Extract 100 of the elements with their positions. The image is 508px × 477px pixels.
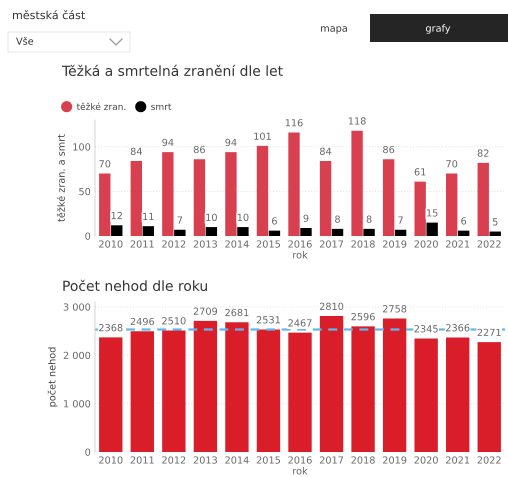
data-label: 12 xyxy=(112,212,122,220)
data-label: 2345 xyxy=(414,325,438,332)
bar xyxy=(426,222,438,236)
x-tick-label: 2017 xyxy=(320,456,344,464)
data-label: 10 xyxy=(238,214,248,222)
bar xyxy=(351,326,375,452)
chart-title: Těžká a smrtelná zranění dle let xyxy=(62,64,283,76)
x-tick-label: 2020 xyxy=(414,240,438,248)
x-tick-label: 2015 xyxy=(256,456,280,464)
bar xyxy=(394,230,406,236)
x-tick-label: 2021 xyxy=(446,240,470,248)
bar xyxy=(332,228,344,236)
bar xyxy=(458,230,470,236)
x-tick-label: 2016 xyxy=(288,456,312,464)
bar xyxy=(99,174,110,236)
text: městská část xyxy=(13,10,85,20)
data-label: 2681 xyxy=(225,308,248,316)
bar xyxy=(320,316,344,452)
text: mapa xyxy=(321,26,347,34)
legend-label: těžké zran. xyxy=(76,102,126,110)
data-label: 94 xyxy=(162,138,174,146)
bar xyxy=(225,322,249,452)
text: Vše xyxy=(16,36,34,45)
data-label: 15 xyxy=(427,209,438,217)
data-label: 101 xyxy=(254,132,271,140)
data-label: 2810 xyxy=(320,302,344,310)
legend-label: smrt xyxy=(151,104,172,110)
bar xyxy=(174,230,186,236)
x-tick-label: 2012 xyxy=(162,456,186,464)
bar xyxy=(300,228,312,236)
data-label: 2467 xyxy=(288,319,312,327)
x-tick-label: 2010 xyxy=(99,240,122,248)
bar xyxy=(478,162,489,236)
data-label: 84 xyxy=(130,148,142,155)
data-label: 10 xyxy=(206,214,217,222)
data-label: 116 xyxy=(286,119,303,126)
bar xyxy=(351,130,363,236)
y-tick-label: 3 000 xyxy=(64,303,90,311)
data-label: 86 xyxy=(383,146,394,154)
data-label: 86 xyxy=(194,146,205,154)
data-label: 118 xyxy=(348,117,366,125)
bar xyxy=(414,338,438,452)
bar xyxy=(268,230,280,236)
bar xyxy=(320,161,332,236)
x-tick-label: 2014 xyxy=(225,240,249,248)
bar xyxy=(382,318,406,452)
y-tick-label: 0 xyxy=(85,448,90,456)
bar xyxy=(162,330,186,452)
x-tick-label: 2020 xyxy=(414,456,438,464)
x-tick-label: 2018 xyxy=(351,456,375,464)
bar xyxy=(237,227,249,236)
x-axis-title: rok xyxy=(293,466,308,474)
x-tick-label: 2021 xyxy=(446,456,470,464)
x-tick-label: 2022 xyxy=(478,456,501,464)
bar xyxy=(111,225,122,236)
bar xyxy=(194,159,206,236)
x-tick-label: 2017 xyxy=(320,240,344,248)
x-tick-label: 2016 xyxy=(288,240,312,248)
bar xyxy=(478,342,501,452)
data-label: 9 xyxy=(304,214,308,222)
bar xyxy=(194,320,218,452)
x-tick-label: 2015 xyxy=(256,240,280,248)
x-tick-label: 2011 xyxy=(130,456,154,464)
bar xyxy=(130,161,142,236)
x-tick-label: 2011 xyxy=(130,240,154,248)
x-axis-title: rok xyxy=(293,250,308,258)
data-label: 2496 xyxy=(130,318,154,326)
bar xyxy=(288,332,312,452)
bar xyxy=(206,227,218,236)
chart-title: Počet nehod dle roku xyxy=(63,280,207,292)
data-label: 61 xyxy=(414,168,426,176)
data-label: 70 xyxy=(99,160,110,168)
data-label: 7 xyxy=(398,216,403,224)
x-tick-label: 2022 xyxy=(478,240,501,248)
x-tick-label: 2018 xyxy=(351,240,375,248)
data-label: 6 xyxy=(272,217,277,225)
bar xyxy=(162,152,174,236)
y-tick-label: 0 xyxy=(85,232,90,240)
data-label: 2709 xyxy=(194,308,218,315)
x-tick-label: 2014 xyxy=(225,456,249,464)
bar xyxy=(490,232,501,236)
data-label: 84 xyxy=(320,148,332,155)
bar xyxy=(142,226,154,236)
data-label: 2596 xyxy=(351,312,375,320)
data-label: 2531 xyxy=(256,316,280,324)
y-axis-title: počet nehod xyxy=(48,348,58,407)
bar xyxy=(256,146,268,236)
x-tick-label: 2012 xyxy=(162,240,186,248)
data-label: 7 xyxy=(178,216,182,224)
bar xyxy=(99,337,122,452)
data-label: 94 xyxy=(225,138,237,146)
data-label: 8 xyxy=(366,215,372,223)
bar xyxy=(414,182,426,236)
x-tick-label: 2010 xyxy=(99,456,122,464)
data-label: 70 xyxy=(446,160,458,168)
data-label: 2758 xyxy=(382,305,406,312)
bar xyxy=(382,159,394,236)
text: grafy xyxy=(426,24,450,34)
y-tick-label: 50 xyxy=(79,188,90,196)
x-tick-label: 2019 xyxy=(382,240,406,248)
